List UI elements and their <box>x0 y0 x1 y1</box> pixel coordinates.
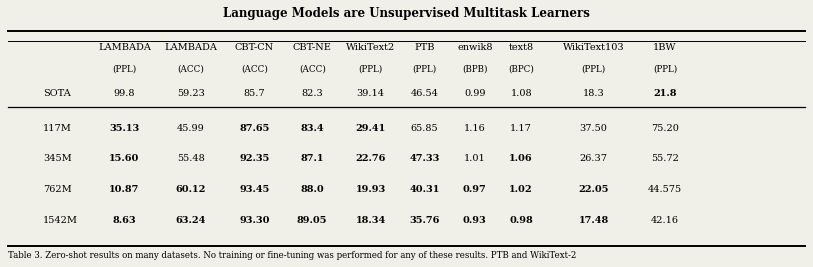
Text: 87.1: 87.1 <box>301 154 324 163</box>
Text: 89.05: 89.05 <box>297 216 328 225</box>
Text: 55.72: 55.72 <box>651 154 679 163</box>
Text: 15.60: 15.60 <box>109 154 140 163</box>
Text: 85.7: 85.7 <box>244 89 265 98</box>
Text: 10.87: 10.87 <box>109 185 140 194</box>
Text: 1542M: 1542M <box>43 216 78 225</box>
Text: 42.16: 42.16 <box>651 216 679 225</box>
Text: 47.33: 47.33 <box>409 154 440 163</box>
Text: 55.48: 55.48 <box>177 154 205 163</box>
Text: (PPL): (PPL) <box>653 64 677 73</box>
Text: 29.41: 29.41 <box>355 124 386 133</box>
Text: CBT-NE: CBT-NE <box>293 43 332 52</box>
Text: 1.08: 1.08 <box>511 89 532 98</box>
Text: Language Models are Unsupervised Multitask Learners: Language Models are Unsupervised Multita… <box>223 7 590 20</box>
Text: 45.99: 45.99 <box>177 124 205 133</box>
Text: 37.50: 37.50 <box>580 124 607 133</box>
Text: LAMBADA: LAMBADA <box>98 43 151 52</box>
Text: 18.34: 18.34 <box>355 216 386 225</box>
Text: (PPL): (PPL) <box>581 64 606 73</box>
Text: CBT-CN: CBT-CN <box>235 43 274 52</box>
Text: (BPC): (BPC) <box>508 64 534 73</box>
Text: 39.14: 39.14 <box>357 89 385 98</box>
Text: 762M: 762M <box>43 185 72 194</box>
Text: (PPL): (PPL) <box>112 64 137 73</box>
Text: 40.31: 40.31 <box>409 185 440 194</box>
Text: 1.06: 1.06 <box>509 154 533 163</box>
Text: Table 3. Zero-shot results on many datasets. No training or fine-tuning was perf: Table 3. Zero-shot results on many datas… <box>8 251 576 260</box>
Text: text8: text8 <box>509 43 533 52</box>
Text: PTB: PTB <box>414 43 435 52</box>
Text: 1BW: 1BW <box>654 43 676 52</box>
Text: WikiText103: WikiText103 <box>563 43 624 52</box>
Text: 87.65: 87.65 <box>239 124 270 133</box>
Text: 93.30: 93.30 <box>239 216 270 225</box>
Text: 0.99: 0.99 <box>464 89 485 98</box>
Text: (ACC): (ACC) <box>298 64 326 73</box>
Text: 88.0: 88.0 <box>300 185 324 194</box>
Text: 35.13: 35.13 <box>109 124 140 133</box>
Text: 18.3: 18.3 <box>583 89 604 98</box>
Text: 17.48: 17.48 <box>578 216 609 225</box>
Text: 0.97: 0.97 <box>463 185 487 194</box>
Text: (PPL): (PPL) <box>359 64 383 73</box>
Text: 92.35: 92.35 <box>239 154 270 163</box>
Text: (PPL): (PPL) <box>412 64 437 73</box>
Text: 19.93: 19.93 <box>355 185 386 194</box>
Text: WikiText2: WikiText2 <box>346 43 395 52</box>
Text: 83.4: 83.4 <box>300 124 324 133</box>
Text: 59.23: 59.23 <box>177 89 205 98</box>
Text: 75.20: 75.20 <box>651 124 679 133</box>
Text: 35.76: 35.76 <box>409 216 440 225</box>
Text: SOTA: SOTA <box>43 89 71 98</box>
Text: (ACC): (ACC) <box>241 64 268 73</box>
Text: LAMBADA: LAMBADA <box>164 43 218 52</box>
Text: 82.3: 82.3 <box>302 89 323 98</box>
Text: 63.24: 63.24 <box>176 216 207 225</box>
Text: 1.02: 1.02 <box>509 185 533 194</box>
Text: 1.01: 1.01 <box>464 154 485 163</box>
Text: 0.98: 0.98 <box>509 216 533 225</box>
Text: 99.8: 99.8 <box>114 89 135 98</box>
Text: 22.76: 22.76 <box>355 154 386 163</box>
Text: 1.16: 1.16 <box>464 124 485 133</box>
Text: 1.17: 1.17 <box>511 124 532 133</box>
Text: 8.63: 8.63 <box>112 216 137 225</box>
Text: 26.37: 26.37 <box>580 154 607 163</box>
Text: (BPB): (BPB) <box>462 64 488 73</box>
Text: 345M: 345M <box>43 154 72 163</box>
Text: 93.45: 93.45 <box>239 185 270 194</box>
Text: 0.93: 0.93 <box>463 216 487 225</box>
Text: 44.575: 44.575 <box>648 185 682 194</box>
Text: 117M: 117M <box>43 124 72 133</box>
Text: 46.54: 46.54 <box>411 89 438 98</box>
Text: 22.05: 22.05 <box>578 185 609 194</box>
Text: enwik8: enwik8 <box>457 43 493 52</box>
Text: 65.85: 65.85 <box>411 124 438 133</box>
Text: (ACC): (ACC) <box>177 64 205 73</box>
Text: 21.8: 21.8 <box>654 89 676 98</box>
Text: 60.12: 60.12 <box>176 185 207 194</box>
